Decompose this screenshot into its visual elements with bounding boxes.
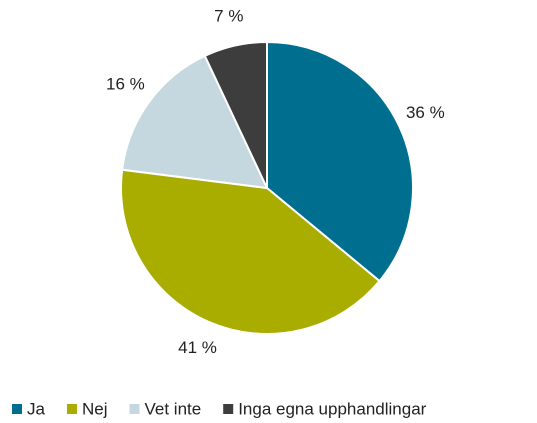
data-label: 16 % <box>106 75 145 94</box>
legend-swatch <box>223 404 234 414</box>
data-label: 41 % <box>178 338 217 357</box>
pie-slice <box>203 40 268 189</box>
legend-label: Nej <box>82 399 108 418</box>
legend-swatch <box>66 404 77 414</box>
data-label: 36 % <box>406 103 445 122</box>
legend-label: Inga egna upphandlingar <box>238 399 426 418</box>
legend-label: Ja <box>27 399 46 418</box>
pie-slice <box>120 168 381 335</box>
legend-swatch <box>12 404 22 414</box>
pie-slice <box>266 40 414 283</box>
legend-swatch <box>129 404 140 414</box>
legend-label: Vet inte <box>144 399 201 418</box>
pie-slice <box>121 54 269 190</box>
data-label: 7 % <box>214 7 243 26</box>
